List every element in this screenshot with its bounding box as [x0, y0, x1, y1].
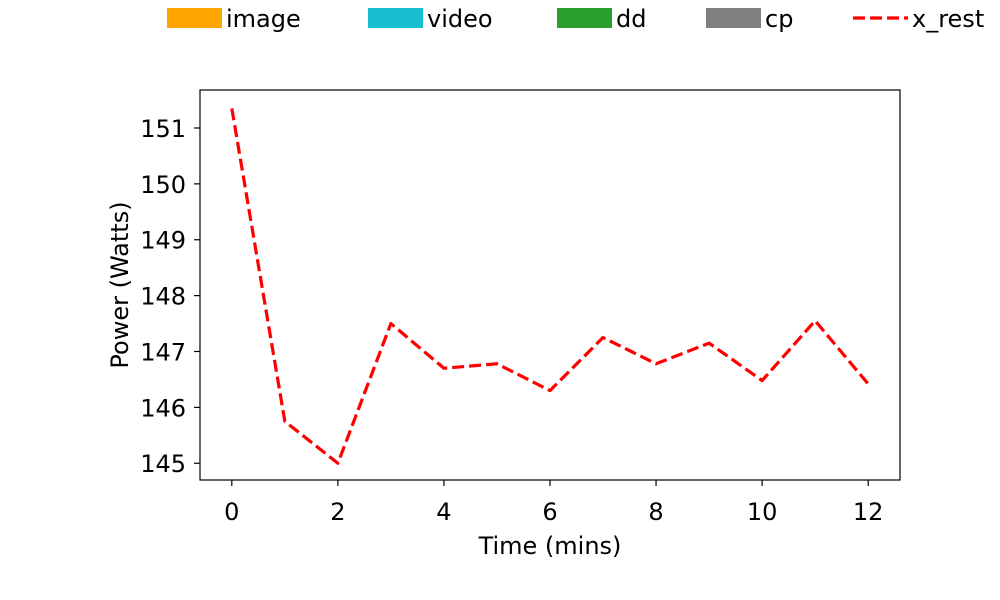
x-tick-label: 6 — [542, 498, 557, 526]
legend-item-x-rest: x_rest — [853, 5, 984, 33]
plot-area-frame — [199, 89, 901, 481]
y-axis-ticks: 145 146 147 148 149 150 151 — [140, 115, 200, 478]
legend-swatch — [557, 8, 612, 28]
series-line-x-rest — [230, 108, 870, 465]
y-tick-label: 149 — [140, 227, 186, 255]
legend-label: dd — [616, 5, 646, 33]
x-axis-label: Time (mins) — [478, 532, 622, 560]
legend-item-cp: cp — [706, 5, 793, 33]
x-tick-label: 10 — [747, 498, 778, 526]
y-tick-label: 145 — [140, 450, 186, 478]
y-tick-label: 151 — [140, 115, 186, 143]
y-tick-label: 150 — [140, 171, 186, 199]
x-tick-label: 0 — [224, 498, 239, 526]
x-axis-ticks: 0 2 4 6 8 10 12 — [224, 480, 883, 526]
legend-label: x_rest — [912, 5, 984, 33]
x-tick-label: 12 — [853, 498, 884, 526]
legend-item-video: video — [368, 5, 493, 33]
y-tick-label: 146 — [140, 394, 186, 422]
legend-label: video — [427, 5, 493, 33]
y-tick-label: 148 — [140, 283, 186, 311]
series-group — [230, 108, 870, 465]
legend-item-dd: dd — [557, 5, 646, 33]
y-tick-label: 147 — [140, 338, 186, 366]
legend-item-image: image — [167, 5, 301, 33]
x-tick-label: 4 — [436, 498, 451, 526]
x-tick-label: 2 — [330, 498, 345, 526]
legend: image video dd cp x_rest — [167, 5, 984, 33]
legend-label: cp — [765, 5, 793, 33]
x-tick-label: 8 — [648, 498, 663, 526]
y-axis-label: Power (Watts) — [106, 201, 134, 368]
legend-swatch — [706, 8, 761, 28]
legend-swatch — [368, 8, 423, 28]
legend-swatch — [167, 8, 222, 28]
legend-label: image — [226, 5, 301, 33]
